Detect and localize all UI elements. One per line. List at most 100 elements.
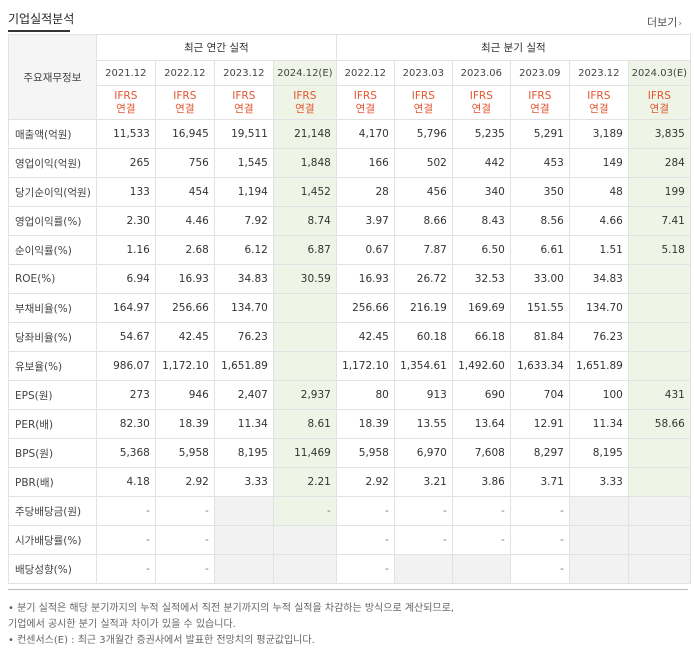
table-cell (568, 496, 629, 526)
table-cell: - (335, 525, 395, 555)
period-header: 2022.12 (335, 60, 395, 86)
table-cell: 986.07 (95, 351, 156, 381)
table-cell: 8.43 (451, 206, 511, 236)
ifrs-header: IFRS 연결 (154, 85, 215, 120)
table-cell: 946 (154, 380, 215, 410)
row-label: 당기순이익(억원) (8, 177, 97, 207)
table-cell: 5,291 (509, 119, 570, 149)
table-cell: 19,511 (213, 119, 274, 149)
table-cell (627, 322, 691, 352)
ifrs-label: IFRS (411, 89, 435, 102)
row-label: PBR(배) (8, 467, 97, 497)
table-cell: 6.87 (272, 235, 337, 265)
row-label: 유보율(%) (8, 351, 97, 381)
table-cell: 8.74 (272, 206, 337, 236)
table-cell: 3,189 (568, 119, 629, 149)
footnote: • 컨센서스(E) : 최근 3개월간 증권사에서 발표한 전망치의 평균값입니… (8, 635, 315, 646)
table-row: 순이익률(%) 1.16 2.68 6.12 6.87 0.67 7.87 6.50 6.61 1… (8, 235, 691, 265)
table-cell: 169.69 (451, 293, 511, 323)
more-link[interactable]: 더보기› (647, 14, 682, 30)
table-cell: 2,407 (213, 380, 274, 410)
table-cell: 6.94 (95, 264, 156, 294)
consolidated-label: 연결 (530, 102, 550, 115)
table-cell (568, 525, 629, 555)
table-cell (272, 525, 337, 555)
table-bottom-border (8, 589, 688, 590)
table-cell: - (272, 496, 337, 526)
ifrs-header: IFRS 연결 (627, 85, 691, 120)
table-cell: - (509, 525, 570, 555)
table-cell: 42.45 (154, 322, 215, 352)
table-cell: 16,945 (154, 119, 215, 149)
table-cell: 54.67 (95, 322, 156, 352)
table-cell: 6.50 (451, 235, 511, 265)
row-label: 순이익률(%) (8, 235, 97, 265)
table-cell: 1,492.60 (451, 351, 511, 381)
ifrs-header: IFRS 연결 (451, 85, 511, 120)
period-header: 2023.09 (509, 60, 570, 86)
table-row: 부채비율(%) 164.97 256.66 134.70 256.66 216.19 169… (8, 293, 691, 323)
table-cell: 284 (627, 148, 691, 178)
table-cell: 6.61 (509, 235, 570, 265)
table-row: PER(배) 82.30 18.39 11.34 8.61 18.39 13.55 13.64… (8, 409, 691, 439)
ifrs-header: IFRS 연결 (568, 85, 629, 120)
table-cell: 1,452 (272, 177, 337, 207)
table-cell: 340 (451, 177, 511, 207)
table-cell: 442 (451, 148, 511, 178)
table-cell: 81.84 (509, 322, 570, 352)
table-cell: 3,835 (627, 119, 691, 149)
table-row: 배당성향(%) - - - - (8, 554, 691, 584)
consolidated-label: 연결 (175, 102, 195, 115)
table-cell: 11,533 (95, 119, 156, 149)
table-cell: 2.30 (95, 206, 156, 236)
table-row: 시가배당률(%) - - - - - - (8, 525, 691, 555)
table-cell: 21,148 (272, 119, 337, 149)
more-label: 더보기 (647, 16, 678, 29)
table-cell: 1.16 (95, 235, 156, 265)
table-row: 매출액(억원) 11,533 16,945 19,511 21,148 4,170 5,79… (8, 119, 691, 149)
table-cell: 7.92 (213, 206, 274, 236)
table-cell: 431 (627, 380, 691, 410)
period-header: 2023.12 (213, 60, 274, 86)
table-cell (627, 438, 691, 468)
consolidated-label: 연결 (234, 102, 254, 115)
table-cell: 34.83 (213, 264, 274, 294)
table-cell: - (95, 554, 156, 584)
ifrs-header: IFRS 연결 (95, 85, 156, 120)
chevron-right-icon: › (678, 19, 682, 29)
table-cell: 134.70 (568, 293, 629, 323)
table-cell: 8,297 (509, 438, 570, 468)
table-cell (627, 525, 691, 555)
title-underline (8, 30, 70, 32)
table-cell: 1,545 (213, 148, 274, 178)
table-cell: - (154, 496, 215, 526)
table-row: 영업이익(억원) 265 756 1,545 1,848 166 502 442 453 149 2… (8, 148, 691, 178)
table-cell: 42.45 (335, 322, 395, 352)
table-row: ROE(%) 6.94 16.93 34.83 30.59 16.93 26.72 32.53… (8, 264, 691, 294)
table-cell: 11.34 (568, 409, 629, 439)
consolidated-label: 연결 (355, 102, 375, 115)
table-cell: 13.55 (393, 409, 453, 439)
table-cell: 7.41 (627, 206, 691, 236)
table-cell: 6.12 (213, 235, 274, 265)
table-cell: 1,194 (213, 177, 274, 207)
footnotes: • 분기 실적은 해당 분기까지의 누적 실적에서 직전 분기까지의 누적 실적… (8, 601, 454, 648)
table-cell: 5,796 (393, 119, 453, 149)
period-header: 2023.03 (393, 60, 453, 86)
table-row: 유보율(%) 986.07 1,172.10 1,651.89 1,172.10 1,35… (8, 351, 691, 381)
table-cell: 134.70 (213, 293, 274, 323)
quarter-group-header: 최근 분기 실적 (335, 34, 691, 61)
row-label: 영업이익률(%) (8, 206, 97, 236)
consolidated-label: 연결 (589, 102, 609, 115)
table-cell: 2.68 (154, 235, 215, 265)
table-cell: 756 (154, 148, 215, 178)
table-cell: 48 (568, 177, 629, 207)
table-cell: 164.97 (95, 293, 156, 323)
table-cell (568, 554, 629, 584)
table-cell: 0.67 (335, 235, 395, 265)
consolidated-label: 연결 (471, 102, 491, 115)
table-cell: 3.33 (213, 467, 274, 497)
consolidated-label: 연결 (295, 102, 315, 115)
table-cell: 16.93 (154, 264, 215, 294)
period-header: 2022.12 (154, 60, 215, 86)
